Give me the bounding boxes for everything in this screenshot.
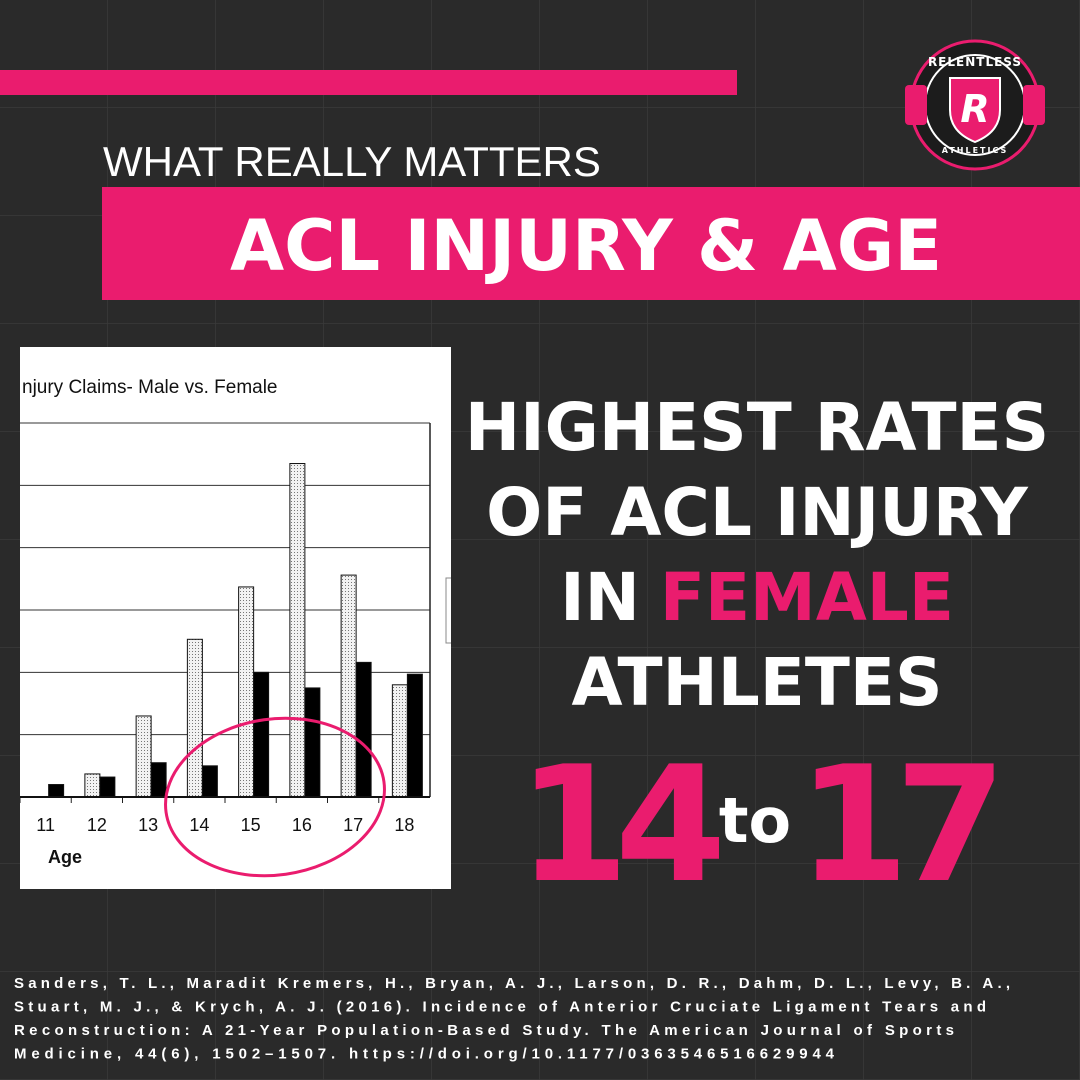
- headline: HIGHEST RATES OF ACL INJURY IN FEMALE ATH…: [465, 389, 1049, 721]
- logo-bottom: ATHLETICS: [942, 146, 1009, 155]
- kicker: WHAT REALLY MATTERS: [103, 138, 601, 185]
- x-axis-label: Age: [48, 847, 82, 867]
- title-band: [102, 187, 1080, 300]
- bar: [150, 762, 167, 798]
- bar: [48, 784, 65, 798]
- headline-line: IN FEMALE: [560, 559, 954, 636]
- bar: [406, 673, 423, 798]
- headline-line: ATHLETES: [572, 644, 943, 721]
- logo-letter: R: [960, 87, 989, 131]
- age-until: 17: [798, 731, 994, 918]
- headline-line: HIGHEST RATES: [465, 389, 1049, 466]
- chart-edge: [445, 577, 451, 644]
- x-tick-label: 18: [394, 815, 414, 835]
- x-tick-label: 14: [189, 815, 209, 835]
- logo-top: RELENTLESS: [928, 55, 1022, 69]
- citation-line: Sanders, T. L., Maradit Kremers, H., Bry…: [14, 975, 1010, 992]
- bar: [253, 671, 270, 798]
- title: ACL INJURY & AGE: [230, 205, 942, 287]
- x-tick-label: 11: [36, 815, 55, 835]
- headline-highlight: FEMALE: [660, 559, 954, 636]
- bar: [84, 773, 101, 798]
- x-tick-label: 15: [241, 815, 261, 835]
- logo: R RELENTLESS ATHLETICS: [905, 39, 1045, 171]
- bar: [135, 715, 152, 798]
- chart-background: [20, 347, 451, 889]
- age-from: 14: [518, 731, 719, 918]
- bar: [99, 776, 116, 798]
- bar: [289, 463, 306, 798]
- bar: [304, 687, 321, 798]
- chart: njury Claims- Male vs. Female Age 11 12 13…: [20, 347, 451, 889]
- bar: [391, 684, 408, 798]
- headline-line: OF ACL INJURY: [486, 474, 1029, 551]
- x-tick-label: 17: [343, 815, 363, 835]
- accent-bar: [0, 70, 737, 95]
- bar: [355, 661, 372, 798]
- age-joiner: to: [719, 784, 791, 857]
- highlight-circle: [164, 716, 386, 878]
- chart-title: njury Claims- Male vs. Female: [22, 377, 278, 398]
- bar: [340, 574, 357, 798]
- bar: [186, 638, 203, 798]
- bar: [201, 765, 218, 798]
- headline-text: IN: [560, 559, 640, 636]
- x-tick-label: 13: [138, 815, 158, 835]
- bar: [238, 586, 255, 798]
- x-tick-label: 12: [87, 815, 107, 835]
- x-tick-label: 16: [292, 815, 312, 835]
